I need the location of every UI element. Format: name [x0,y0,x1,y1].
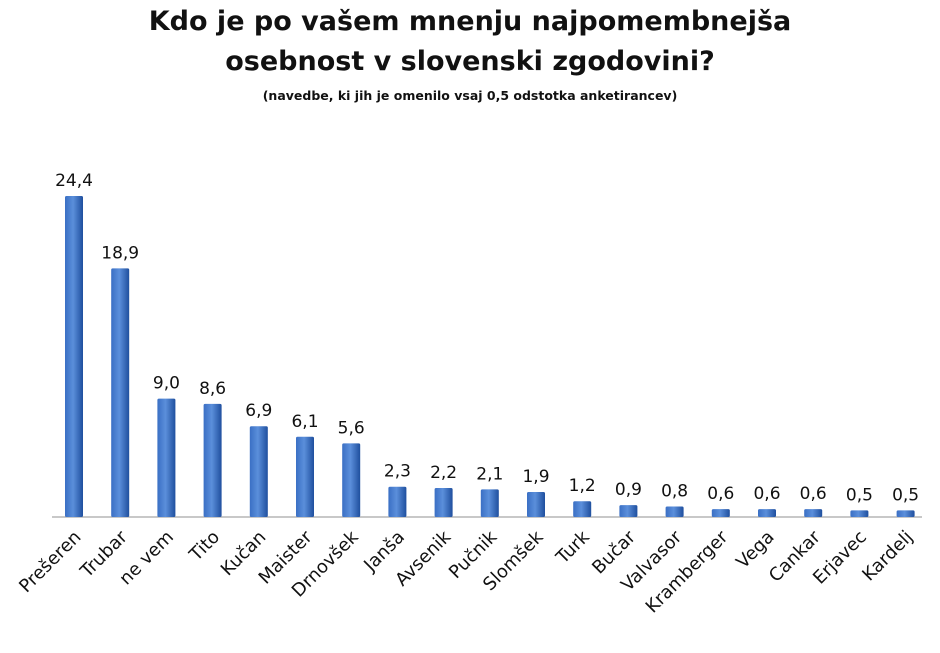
bar-bučar [619,505,638,517]
data-label: 0,6 [753,484,780,504]
data-label: 1,9 [522,467,549,487]
data-label: 24,4 [55,171,93,191]
bar-tito [203,403,222,517]
bar-pučnik [480,489,499,517]
bar-slomšek [527,492,545,517]
data-label: 5,6 [338,418,365,438]
data-label: 0,9 [615,480,642,500]
x-tick-label: Kardelj [858,527,917,586]
data-label: 9,0 [153,374,180,394]
bar-kramberger [711,509,730,517]
bar-maister [296,436,314,517]
bar-prešeren [65,196,83,517]
data-label: 18,9 [101,243,139,263]
x-tick-label: Tito [185,527,224,566]
bar-turk [573,501,592,517]
bar-kučan [249,426,268,517]
data-label: 0,5 [892,485,919,505]
bar-cankar [804,509,823,517]
data-label: 2,3 [384,462,411,482]
bar-kardelj [896,510,915,517]
chart-subtitle: (navedbe, ki jih je omenilo vsaj 0,5 ods… [262,88,678,103]
data-label: 0,5 [846,485,873,505]
data-label: 0,6 [707,484,734,504]
x-tick-label: Prešeren [15,527,85,597]
chart-title-line-1: Kdo je po vašem mnenju najpomembnejša [148,6,792,37]
data-label: 1,2 [569,476,596,496]
data-label: 0,8 [661,481,688,501]
bar-vega [758,509,776,517]
bar-trubar [111,268,130,517]
chart-title-line-2: osebnost v slovenski zgodovini? [225,46,715,77]
bar-drnovšek [342,443,361,517]
data-label: 8,6 [199,379,226,399]
bar-ne-vem [157,398,176,517]
data-label: 6,9 [245,401,272,421]
x-tick-label: Turk [552,526,594,568]
bar-janša [388,486,407,517]
data-label: 2,2 [430,463,457,483]
bar-avsenik [434,488,453,517]
bar-valvasor [665,506,684,517]
data-label: 0,6 [800,484,827,504]
bar-erjavec [850,510,869,517]
data-label: 2,1 [476,464,503,484]
data-label: 6,1 [291,412,318,432]
